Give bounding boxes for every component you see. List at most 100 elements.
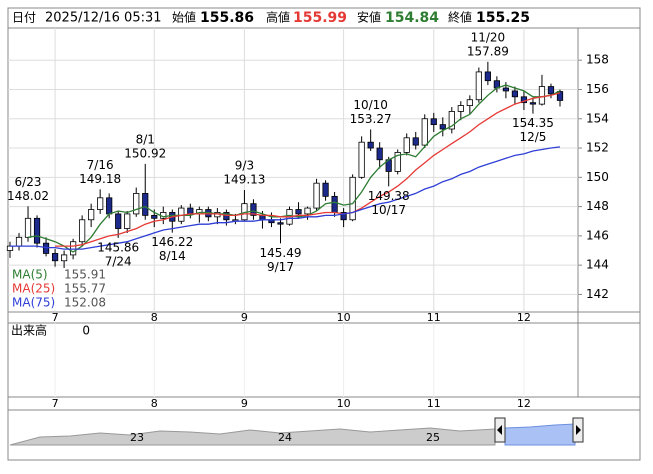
open-label: 始値 — [172, 10, 196, 25]
legend-value: 155.91 — [64, 268, 106, 282]
candle-body — [475, 71, 482, 101]
annotation-value: 145.86 — [97, 240, 139, 254]
candle-body — [340, 212, 347, 221]
candle-body — [223, 212, 230, 221]
candle-body — [142, 193, 149, 216]
x-tick-label: 9 — [241, 311, 248, 324]
candle-body — [547, 86, 555, 95]
overview-selection — [504, 423, 576, 446]
candle-body — [15, 236, 23, 247]
annotation-value: 149.38 — [368, 189, 410, 203]
candle-body — [24, 217, 32, 238]
x-tick-label: 10 — [337, 397, 351, 410]
candle-body — [115, 213, 122, 229]
y-tick-label: 154 — [586, 111, 609, 125]
close-label: 終値 — [448, 10, 472, 25]
candle-body — [151, 214, 158, 219]
candle-body — [6, 245, 14, 251]
overview-tick-label: 24 — [278, 431, 292, 444]
candle-body — [430, 118, 437, 126]
candle-body — [60, 254, 68, 262]
legend-name: MA(25) — [12, 282, 55, 296]
candle-body — [556, 91, 564, 101]
candle-body — [313, 182, 320, 209]
candle-body — [133, 193, 140, 215]
candle-body — [295, 209, 302, 215]
legend-name: MA(5) — [12, 268, 48, 282]
annotation-date: 11/20 — [471, 30, 506, 44]
header: 日付 2025/12/16 05:31 始値 155.86 高値 155.99 … — [12, 10, 530, 27]
y-tick-label: 156 — [586, 82, 609, 96]
candle-body — [439, 124, 446, 130]
candle-body — [529, 102, 537, 105]
annotation-value: 149.13 — [223, 173, 265, 187]
y-tick-label: 142 — [586, 287, 609, 301]
handle-arrow — [576, 425, 581, 435]
annotation-date: 12/5 — [519, 130, 546, 144]
legend-value: 155.77 — [64, 282, 106, 296]
annotation-date: 9/3 — [235, 159, 254, 173]
candle-body — [70, 241, 77, 256]
annotation-date: 10/10 — [353, 98, 388, 112]
candle-body — [358, 141, 365, 178]
legend-bg — [10, 282, 106, 296]
x-tick-label: 8 — [151, 311, 158, 324]
volume-label: 出来高 — [11, 323, 47, 338]
x-tick-label: 11 — [427, 311, 441, 324]
x-tick-label: 12 — [517, 397, 531, 410]
overview — [9, 417, 584, 446]
legend-bg — [10, 268, 106, 282]
y-tick-label: 148 — [586, 199, 609, 213]
candle-body — [511, 90, 519, 98]
y-tick-label: 150 — [586, 170, 609, 184]
x-tick-label: 11 — [427, 397, 441, 410]
candle-body — [502, 87, 510, 92]
annotation-date: 7/24 — [105, 254, 132, 268]
x-tick-label: 8 — [151, 397, 158, 410]
low-label: 安値 — [357, 10, 381, 25]
x-tick-label: 7 — [52, 311, 59, 324]
overview-tick-label: 25 — [426, 431, 440, 444]
high: 155.99 — [293, 10, 347, 26]
candle-body — [79, 219, 86, 243]
candle-body — [106, 197, 113, 215]
x-tick-label: 12 — [517, 311, 531, 324]
open: 155.86 — [200, 10, 254, 26]
annotation-value: 145.49 — [259, 246, 301, 260]
overview-tick-label: 23 — [130, 431, 144, 444]
ma-line — [55, 92, 561, 247]
annotation-value: 150.92 — [124, 146, 166, 160]
date: 2025/12/16 05:31 — [45, 11, 162, 26]
candle-body — [88, 209, 95, 221]
candle-body — [457, 105, 464, 112]
candle-body — [448, 111, 455, 130]
annotation-date: 7/16 — [87, 158, 114, 172]
candle-body — [51, 253, 59, 262]
x-tick-label: 7 — [52, 397, 59, 410]
y-tick-label: 144 — [586, 258, 609, 272]
candle-body — [403, 137, 410, 153]
candle-body — [394, 152, 401, 172]
annotation-date: 8/14 — [159, 249, 186, 263]
candle-body — [33, 217, 41, 244]
candle-body — [322, 182, 329, 197]
legend-name: MA(75) — [12, 296, 55, 310]
candle-body — [277, 222, 284, 225]
candle-body — [376, 147, 383, 161]
candle-body — [331, 195, 338, 213]
volume-value: 0 — [82, 324, 90, 338]
ma-line — [10, 146, 561, 250]
annotation-value: 146.22 — [151, 235, 193, 249]
annotation-value: 153.27 — [350, 112, 392, 126]
candle-body — [367, 141, 374, 149]
candle-body — [421, 118, 428, 146]
annotation-value: 154.35 — [512, 116, 554, 130]
candle-body — [187, 207, 194, 215]
high-label: 高値 — [266, 10, 290, 25]
legend-bg — [10, 296, 106, 310]
handle-arrow — [497, 425, 502, 435]
candle-body — [250, 203, 257, 216]
annotation-date: 10/17 — [371, 203, 406, 217]
overview-area — [9, 427, 496, 446]
